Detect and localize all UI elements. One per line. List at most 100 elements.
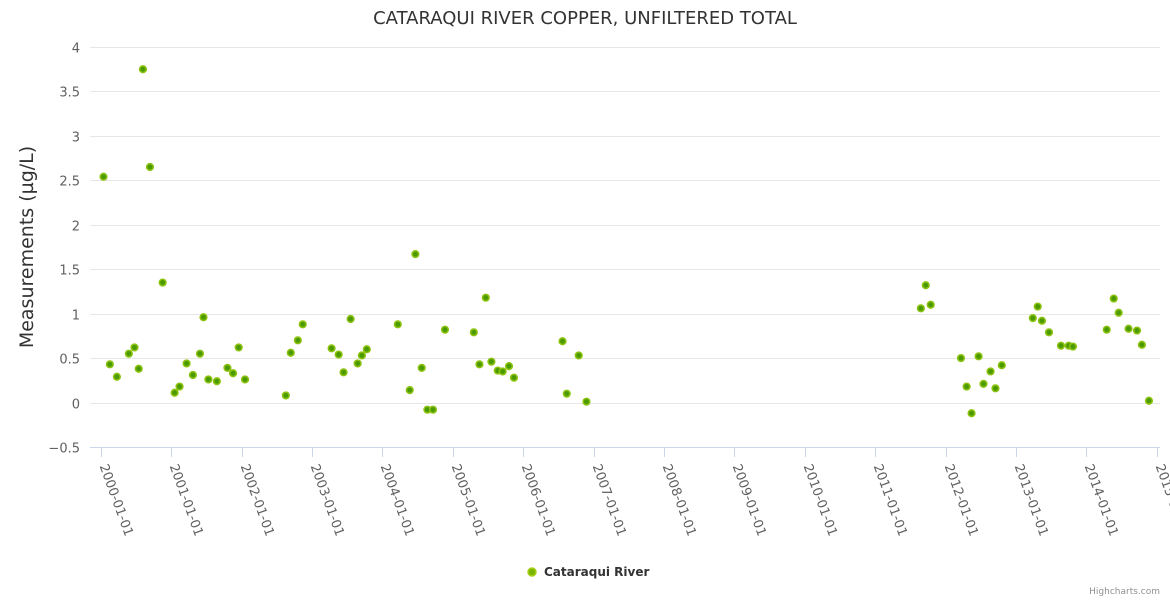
data-point[interactable] xyxy=(440,325,450,334)
data-point[interactable] xyxy=(956,354,966,363)
data-point[interactable] xyxy=(469,328,478,337)
data-point[interactable] xyxy=(475,360,484,369)
data-point[interactable] xyxy=(112,372,121,381)
data-point[interactable] xyxy=(204,375,213,384)
data-point[interactable] xyxy=(405,386,414,395)
data-point[interactable] xyxy=(411,250,420,259)
data-point[interactable] xyxy=(223,363,232,372)
data-point[interactable] xyxy=(428,405,438,414)
data-point[interactable] xyxy=(1124,324,1133,333)
data-point[interactable] xyxy=(228,369,238,378)
data-point[interactable] xyxy=(293,336,302,345)
legend-item-cataraqui-river[interactable]: Cataraqui River xyxy=(527,565,649,579)
data-point[interactable] xyxy=(1033,302,1042,311)
data-point[interactable] xyxy=(986,367,995,376)
data-point[interactable] xyxy=(362,345,371,354)
data-point[interactable] xyxy=(1144,396,1154,405)
x-tick-label: 2004-01-01 xyxy=(377,462,417,538)
legend-label: Cataraqui River xyxy=(544,565,649,579)
x-tick-label: 2003-01-01 xyxy=(307,462,347,538)
x-tick-label: 2008-01-01 xyxy=(659,462,699,538)
highcharts-credit[interactable]: Highcharts.com xyxy=(1089,587,1160,597)
data-point[interactable] xyxy=(353,359,362,368)
x-tick-label: 2014-01-01 xyxy=(1081,462,1121,538)
data-point[interactable] xyxy=(962,382,971,391)
data-point[interactable] xyxy=(1037,316,1047,325)
data-point[interactable] xyxy=(145,162,155,172)
data-point[interactable] xyxy=(916,304,925,313)
y-axis-ticks: −0.5 0 0.5 1 1.5 2 2.5 3 3.5 4 xyxy=(48,42,80,457)
data-point[interactable] xyxy=(170,388,179,397)
data-point[interactable] xyxy=(1114,308,1123,317)
data-point[interactable] xyxy=(339,368,348,377)
data-point[interactable] xyxy=(1028,314,1037,323)
data-point[interactable] xyxy=(346,314,355,324)
x-tick-label: 2011-01-01 xyxy=(870,462,910,538)
data-point[interactable] xyxy=(1068,342,1078,351)
data-point[interactable] xyxy=(481,293,490,302)
data-point[interactable] xyxy=(1109,294,1118,303)
x-tick-label: 2000-01-01 xyxy=(96,462,136,538)
data-point[interactable] xyxy=(182,359,191,368)
y-tick-label: 2 xyxy=(72,220,80,235)
x-tick-label: 2012-01-01 xyxy=(941,462,981,538)
data-point[interactable] xyxy=(921,281,930,290)
data-point[interactable] xyxy=(286,348,295,357)
data-point[interactable] xyxy=(175,382,184,391)
x-tick-label: 2002-01-01 xyxy=(237,462,277,538)
data-point[interactable] xyxy=(195,349,205,358)
data-point[interactable] xyxy=(582,397,591,406)
data-point[interactable] xyxy=(158,278,167,287)
data-point[interactable] xyxy=(562,389,571,398)
data-point[interactable] xyxy=(991,384,1000,393)
data-point[interactable] xyxy=(1137,340,1147,349)
data-point[interactable] xyxy=(558,337,567,346)
y-tick-label: 0 xyxy=(72,398,80,413)
data-point[interactable] xyxy=(967,409,976,418)
y-tick-label: −0.5 xyxy=(48,442,80,457)
data-point[interactable] xyxy=(417,363,426,372)
data-point[interactable] xyxy=(334,350,343,359)
data-point[interactable] xyxy=(124,349,133,358)
data-point[interactable] xyxy=(997,361,1006,370)
data-point[interactable] xyxy=(979,379,988,388)
grid-lines xyxy=(90,47,1160,404)
data-point[interactable] xyxy=(487,357,496,366)
data-point[interactable] xyxy=(1132,326,1142,335)
data-point[interactable] xyxy=(1056,341,1066,350)
x-axis-ticks: 2000-01-01 2001-01-01 2002-01-01 2003-01-01… xyxy=(96,447,1170,538)
data-point[interactable] xyxy=(574,351,583,360)
data-point[interactable] xyxy=(212,377,221,386)
data-point[interactable] xyxy=(130,343,139,352)
data-point[interactable] xyxy=(926,300,935,309)
data-point[interactable] xyxy=(281,391,290,400)
y-tick-label: 3.5 xyxy=(59,86,80,101)
data-point[interactable] xyxy=(357,351,366,360)
data-point[interactable] xyxy=(105,360,114,369)
data-point[interactable] xyxy=(509,373,519,382)
y-tick-label: 1 xyxy=(72,309,80,324)
data-point[interactable] xyxy=(134,364,143,373)
data-point[interactable] xyxy=(99,172,108,181)
y-tick-label: 3 xyxy=(72,131,80,146)
data-point[interactable] xyxy=(234,343,243,352)
data-point[interactable] xyxy=(504,362,514,371)
data-point[interactable] xyxy=(974,352,983,361)
y-tick-label: 2.5 xyxy=(59,175,80,190)
legend-symbol xyxy=(527,567,537,577)
data-point[interactable] xyxy=(298,320,307,329)
data-point[interactable] xyxy=(1102,325,1111,334)
data-point[interactable] xyxy=(393,320,402,329)
y-tick-label: 1.5 xyxy=(59,264,80,279)
data-point[interactable] xyxy=(240,375,250,384)
data-point[interactable] xyxy=(1044,328,1054,337)
data-point[interactable] xyxy=(498,367,507,376)
data-point[interactable] xyxy=(199,313,208,322)
data-point[interactable] xyxy=(188,370,198,380)
x-tick-label: 2015-01-01 xyxy=(1152,462,1170,538)
x-tick-label: 2005-01-01 xyxy=(448,462,488,538)
data-point[interactable] xyxy=(138,65,148,74)
y-tick-label: 4 xyxy=(72,42,80,57)
data-point[interactable] xyxy=(327,344,336,353)
